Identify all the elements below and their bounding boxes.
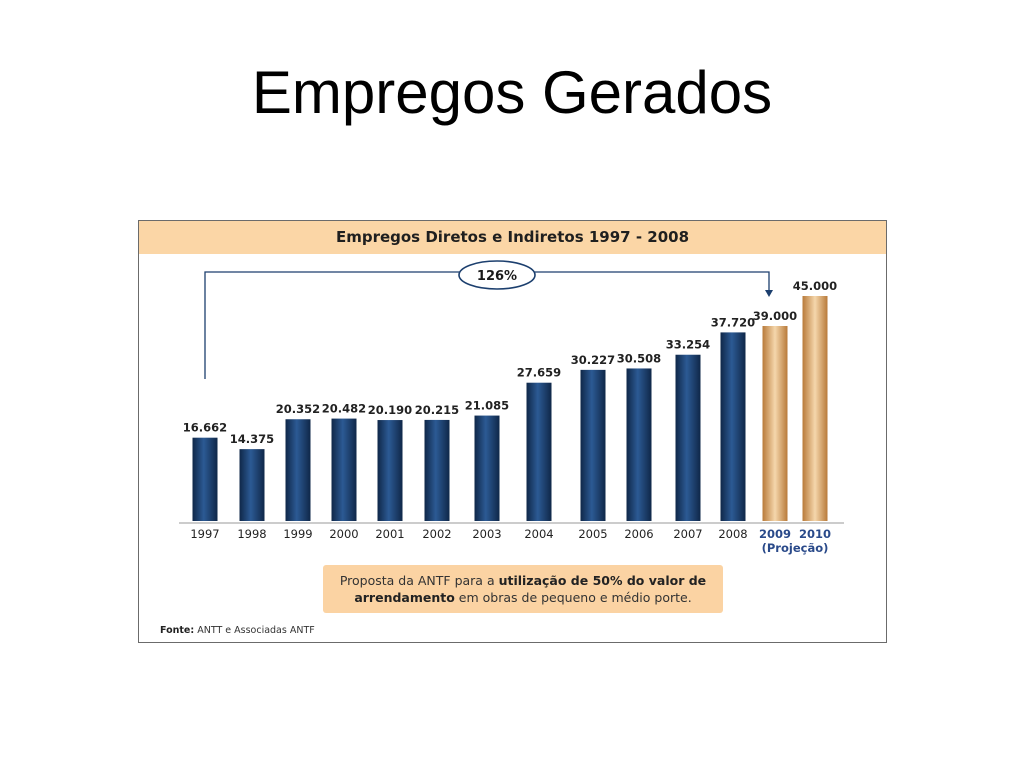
tick-label-2008: 2008 xyxy=(718,527,747,541)
bar-1997 xyxy=(192,437,218,521)
note-text-2: em obras de pequeno e médio porte. xyxy=(454,590,692,605)
bar-2000 xyxy=(331,418,357,521)
bar-2003 xyxy=(474,415,500,521)
source-note: Fonte: ANTT e Associadas ANTF xyxy=(160,625,315,636)
bar-2001 xyxy=(377,420,403,521)
bar-chart: 126% 16.662 1997 14.375 1998 20.352 1999 20.48… xyxy=(179,260,844,555)
bar-2008 xyxy=(720,332,746,521)
growth-badge xyxy=(458,260,536,290)
data-label-1998: 14.375 xyxy=(230,432,274,446)
bar-1998 xyxy=(239,449,265,521)
data-label-2004: 27.659 xyxy=(517,366,561,380)
note-bold-text: utilização de 50% do valor de arrendamen… xyxy=(354,573,707,605)
bar-2010 xyxy=(802,296,828,521)
bracket-arrow-icon xyxy=(765,290,773,297)
data-label-1997: 16.662 xyxy=(183,421,227,435)
data-label-2002: 20.215 xyxy=(415,403,459,417)
data-label-2005: 30.227 xyxy=(571,353,615,367)
bar-2007 xyxy=(675,354,701,521)
bar-2009 xyxy=(762,326,788,521)
tick-label-2010: 2010 xyxy=(799,527,831,541)
bar-2006 xyxy=(626,368,652,521)
data-label-2010: 45.000 xyxy=(793,279,837,293)
data-label-2006: 30.508 xyxy=(617,351,661,365)
tick-label-2003: 2003 xyxy=(472,527,501,541)
note-box: Proposta da ANTF para a utilização de 50… xyxy=(323,565,723,613)
note-text-1: Proposta da ANTF para a xyxy=(339,573,499,588)
data-label-2003: 21.085 xyxy=(465,399,509,413)
source-label: Fonte: xyxy=(160,625,195,636)
slide-title: Empregos Gerados xyxy=(251,59,773,126)
data-label-1999: 20.352 xyxy=(276,402,320,416)
tick-label-2009: 2009 xyxy=(759,527,791,541)
bar-2005 xyxy=(580,369,606,521)
data-label-2008: 37.720 xyxy=(711,315,755,329)
tick-label-2007: 2007 xyxy=(673,527,702,541)
tick-label-2001: 2001 xyxy=(375,527,404,541)
tick-label-2005: 2005 xyxy=(578,527,607,541)
tick-label-2000: 2000 xyxy=(329,527,358,541)
bar-1999 xyxy=(285,419,311,521)
data-label-2009: 39.000 xyxy=(753,309,797,323)
chart-header: Empregos Diretos e Indiretos 1997 - 2008 xyxy=(139,221,886,254)
tick-label-2002: 2002 xyxy=(422,527,451,541)
bar-2004 xyxy=(526,382,552,521)
bar-2002 xyxy=(424,419,450,521)
data-label-2007: 33.254 xyxy=(666,338,710,352)
data-label-2001: 20.190 xyxy=(368,403,412,417)
source-text: ANTT e Associadas ANTF xyxy=(194,625,315,636)
tick-label-2006: 2006 xyxy=(624,527,653,541)
projection-label: (Projeção) xyxy=(762,541,829,555)
tick-label-1997: 1997 xyxy=(190,527,219,541)
chart-title: Empregos Diretos e Indiretos 1997 - 2008 xyxy=(335,228,690,246)
tick-label-2004: 2004 xyxy=(524,527,553,541)
tick-label-1999: 1999 xyxy=(283,527,312,541)
data-label-2000: 20.482 xyxy=(322,402,366,416)
tick-label-1998: 1998 xyxy=(237,527,266,541)
chart-frame: Empregos Diretos e Indiretos 1997 - 2008… xyxy=(138,220,887,643)
growth-annotation: 126% xyxy=(477,269,517,284)
